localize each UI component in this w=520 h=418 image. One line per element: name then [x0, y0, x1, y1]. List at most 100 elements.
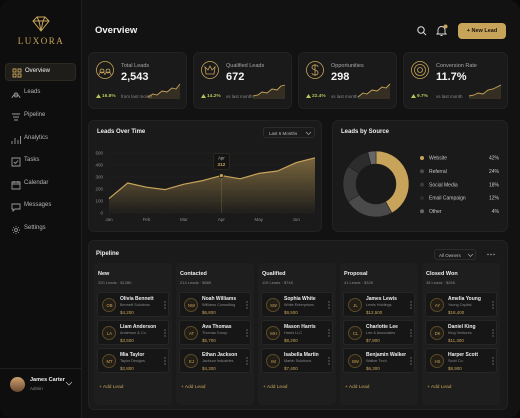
dot [492, 304, 494, 306]
lead-card[interactable]: LA Liam Anderson Anderson & Co. $3,500 [97, 320, 169, 345]
dot [164, 332, 166, 334]
new-lead-button[interactable]: + New Lead [458, 23, 506, 39]
lead-card[interactable]: IM Isabella Martin Martin Solutions $7,400 [261, 348, 333, 373]
nav-item[interactable]: Calendar [5, 176, 76, 194]
nav-item[interactable]: Leads [5, 85, 76, 103]
stat-card: Opportunities 298 22.4% vs last month [298, 52, 397, 109]
lead-card[interactable]: OB Olivia Bennett Bennett Solutions $4,200 [97, 292, 169, 317]
add-lead[interactable]: + Add Lead [427, 385, 452, 390]
dot [328, 335, 330, 337]
lead-card[interactable]: NW Noah Williams Williams Consulting $6,800 [179, 292, 251, 317]
legend-value: 24% [489, 169, 500, 175]
nav-icon-shape [11, 181, 21, 190]
sparkline-line [468, 84, 502, 97]
stat-card: Total Leads 2,543 16.8% from last month [88, 52, 187, 109]
stat-change: 16.8% [102, 93, 116, 99]
nav-icon-shape [11, 203, 21, 213]
nav-item[interactable]: Tasks [5, 153, 76, 171]
nav-item[interactable]: Pipeline [5, 108, 76, 126]
lead-card[interactable]: SW Sophia White White Enterprises $9,500 [261, 292, 333, 317]
add-lead[interactable]: + Add Lead [99, 385, 124, 390]
lead-card[interactable]: CL Charlotte Lee Lee & Associates $7,800 [343, 320, 415, 345]
legend-label: Email Campaign [429, 196, 466, 202]
lead-name: Ava Thomas [202, 324, 232, 330]
legend-label: Referral [429, 169, 447, 175]
stat-value: 11.7% [436, 71, 467, 83]
lead-initials: EJ [189, 359, 194, 365]
chart-card: Leads by Source Website 42% Referral 24% Soci… [332, 120, 508, 232]
lead-amount: $8,200 [284, 337, 298, 343]
dot [246, 307, 248, 309]
trend-arrow [96, 94, 101, 98]
dot [246, 360, 248, 362]
lead-menu [410, 329, 412, 337]
nav-icon [11, 92, 21, 99]
add-lead[interactable]: + Add Lead [345, 385, 370, 390]
lead-company: White Enterprises [284, 303, 314, 307]
dropdown-chevron [305, 131, 312, 135]
column-name: Proposal [344, 271, 368, 277]
lead-card[interactable]: BW Benjamin Walker Walker Tech $6,300 [343, 348, 415, 373]
lead-card[interactable]: EJ Ethan Jackson Jackson Industries $4,300 [179, 348, 251, 373]
nav-item[interactable]: Overview [5, 63, 76, 81]
add-lead[interactable]: + Add Lead [263, 385, 288, 390]
lead-menu [164, 301, 166, 309]
lead-name: Mason Harris [284, 324, 316, 330]
lead-company: Young Capital [448, 303, 472, 307]
lead-company: King Ventures [448, 331, 472, 335]
dot [492, 332, 494, 334]
dot [246, 301, 248, 303]
lead-company: Williams Consulting [202, 303, 236, 307]
chevron [65, 381, 73, 386]
dot [246, 357, 248, 359]
new-lead-label: + New Lead [466, 27, 498, 34]
lead-avatar: EJ [184, 354, 198, 368]
lead-card[interactable]: HS Harper Scott Scott Co. $8,900 [425, 348, 497, 373]
stat-value: 2,543 [121, 71, 149, 83]
lead-avatar: CL [348, 326, 362, 340]
user-role: Admin [30, 386, 43, 391]
nav-label: Tasks [24, 157, 40, 163]
lead-card[interactable]: AT Ava Thomas Thomas Group $5,700 [179, 320, 251, 345]
lead-menu [164, 357, 166, 365]
nav-item[interactable]: Analytics [5, 131, 76, 149]
column-name: Contacted [180, 271, 207, 277]
add-lead[interactable]: + Add Lead [181, 385, 206, 390]
lead-card[interactable]: JL James Lewis Lewis Holdings $12,500 [343, 292, 415, 317]
lead-card[interactable]: MH Mason Harris Harris LLC $8,200 [261, 320, 333, 345]
highlight-point [218, 173, 224, 178]
dot [487, 253, 489, 256]
lead-initials: NW [188, 303, 195, 309]
lead-initials: MT [106, 359, 113, 365]
nav-item[interactable]: Messages [5, 198, 76, 216]
search-shape [417, 26, 427, 36]
lead-menu [164, 329, 166, 337]
nav-item[interactable]: Settings [5, 221, 76, 239]
lead-name: Amelia Young [448, 296, 481, 302]
stat-card: Qualified Leads 672 14.2% vs last month [193, 52, 292, 109]
dot [492, 329, 494, 331]
column-summary: 320 Leads · $128K [98, 280, 132, 285]
nav-icon-shape [11, 136, 21, 144]
lead-card[interactable]: MT Mia Taylor Taylor Designs $2,800 [97, 348, 169, 373]
legend-value: 12% [489, 196, 500, 202]
legend-swatch [420, 156, 424, 160]
dot [246, 363, 248, 365]
legend-value: 4% [492, 209, 500, 215]
period-dropdown[interactable]: Last 6 Months [263, 127, 315, 138]
nav-icon [11, 157, 21, 167]
owner-filter[interactable]: All Owners [434, 249, 476, 260]
dot [328, 329, 330, 331]
lead-company: Walker Tech [366, 359, 387, 363]
lead-menu [410, 301, 412, 309]
lead-card[interactable]: AY Amelia Young Young Capital $18,400 [425, 292, 497, 317]
stat-note: vs last month [226, 93, 253, 99]
lead-avatar: AT [184, 326, 198, 340]
sparkline [357, 83, 391, 99]
trend-arrow [306, 94, 311, 98]
search-icon [417, 26, 427, 36]
dot [410, 363, 412, 365]
sparkline-area [469, 85, 501, 99]
lead-card[interactable]: DK Daniel King King Ventures $11,300 [425, 320, 497, 345]
dot [164, 301, 166, 303]
